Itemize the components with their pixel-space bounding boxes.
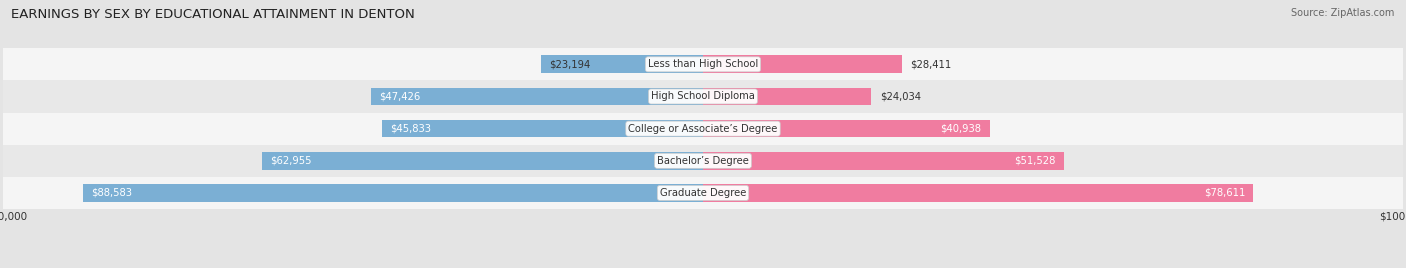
Bar: [262, 152, 703, 170]
Text: $51,528: $51,528: [1014, 156, 1056, 166]
Text: Less than High School: Less than High School: [648, 59, 758, 69]
Bar: [3, 177, 1403, 209]
Bar: [3, 80, 1403, 113]
Text: College or Associate’s Degree: College or Associate’s Degree: [628, 124, 778, 134]
Text: Graduate Degree: Graduate Degree: [659, 188, 747, 198]
Text: $28,411: $28,411: [910, 59, 952, 69]
Bar: [703, 152, 1064, 170]
Text: EARNINGS BY SEX BY EDUCATIONAL ATTAINMENT IN DENTON: EARNINGS BY SEX BY EDUCATIONAL ATTAINMEN…: [11, 8, 415, 21]
Text: $62,955: $62,955: [270, 156, 312, 166]
Bar: [540, 55, 703, 73]
Bar: [3, 48, 1403, 80]
Text: $40,938: $40,938: [941, 124, 981, 134]
Bar: [703, 55, 901, 73]
Text: Bachelor’s Degree: Bachelor’s Degree: [657, 156, 749, 166]
Text: High School Diploma: High School Diploma: [651, 91, 755, 102]
Bar: [3, 113, 1403, 145]
Text: Source: ZipAtlas.com: Source: ZipAtlas.com: [1291, 8, 1395, 18]
Text: $47,426: $47,426: [380, 91, 420, 102]
Bar: [3, 145, 1403, 177]
Text: $88,583: $88,583: [91, 188, 132, 198]
Bar: [382, 120, 703, 137]
Text: $23,194: $23,194: [548, 59, 591, 69]
Bar: [371, 88, 703, 105]
Bar: [703, 88, 872, 105]
Text: $45,833: $45,833: [391, 124, 432, 134]
Bar: [703, 184, 1253, 202]
Text: $24,034: $24,034: [880, 91, 921, 102]
Text: $78,611: $78,611: [1204, 188, 1246, 198]
Bar: [83, 184, 703, 202]
Bar: [703, 120, 990, 137]
